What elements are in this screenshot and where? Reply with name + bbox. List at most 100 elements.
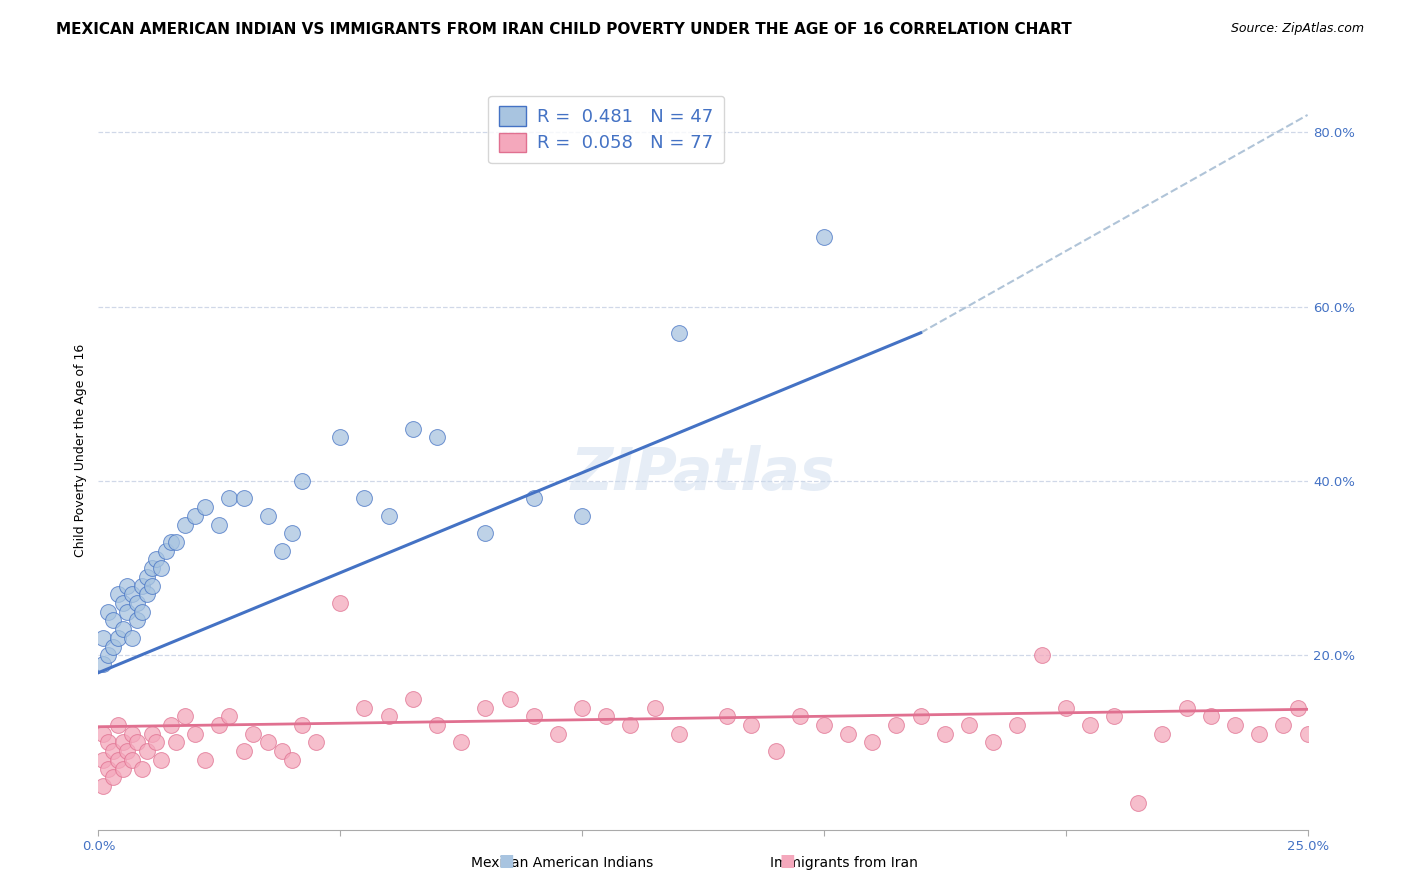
Point: [218, 491, 240, 506]
Point: [716, 709, 738, 723]
Point: [101, 770, 124, 784]
Point: [668, 727, 690, 741]
Point: [91, 753, 114, 767]
Point: [271, 744, 294, 758]
Point: [305, 735, 328, 749]
Point: [184, 727, 207, 741]
Point: [117, 578, 139, 592]
Point: [329, 430, 352, 444]
Point: [523, 491, 546, 506]
Point: [131, 762, 153, 776]
Point: [194, 500, 217, 515]
Point: [256, 735, 278, 749]
Point: [121, 631, 143, 645]
Y-axis label: Child Poverty Under the Age of 16: Child Poverty Under the Age of 16: [75, 343, 87, 558]
Point: [1128, 797, 1150, 811]
Point: [141, 561, 163, 575]
Point: [97, 735, 120, 749]
Point: [860, 735, 883, 749]
Point: [1078, 718, 1101, 732]
Legend: R =  0.481   N = 47, R =  0.058   N = 77: R = 0.481 N = 47, R = 0.058 N = 77: [488, 95, 724, 163]
Point: [121, 587, 143, 601]
Point: [571, 700, 593, 714]
Point: [111, 596, 134, 610]
Point: [281, 753, 304, 767]
Point: [135, 570, 157, 584]
Point: [111, 622, 134, 636]
Point: [474, 526, 496, 541]
Point: [377, 709, 399, 723]
Point: [740, 718, 762, 732]
Point: [135, 587, 157, 601]
Point: [271, 543, 294, 558]
Point: [813, 230, 835, 244]
Point: [97, 762, 120, 776]
Point: [97, 605, 120, 619]
Point: [402, 422, 425, 436]
Point: [101, 640, 124, 654]
Point: [91, 631, 114, 645]
Point: [619, 718, 641, 732]
Point: [218, 709, 240, 723]
Text: ■: ■: [779, 852, 796, 870]
Text: Source: ZipAtlas.com: Source: ZipAtlas.com: [1230, 22, 1364, 36]
Point: [101, 614, 124, 628]
Point: [150, 753, 173, 767]
Point: [1249, 727, 1271, 741]
Point: [107, 587, 129, 601]
Point: [353, 491, 375, 506]
Point: [426, 718, 449, 732]
Point: [813, 718, 835, 732]
Point: [141, 578, 163, 592]
Point: [145, 735, 167, 749]
Point: [141, 727, 163, 741]
Point: [117, 744, 139, 758]
Point: [107, 753, 129, 767]
Point: [91, 727, 114, 741]
Point: [474, 700, 496, 714]
Point: [1054, 700, 1077, 714]
Point: [91, 779, 114, 793]
Point: [242, 727, 264, 741]
Point: [498, 691, 520, 706]
Point: [208, 517, 231, 532]
Point: [789, 709, 811, 723]
Point: [837, 727, 859, 741]
Point: [644, 700, 666, 714]
Point: [232, 491, 254, 506]
Point: [450, 735, 472, 749]
Point: [281, 526, 304, 541]
Point: [668, 326, 690, 340]
Text: Immigrants from Iran: Immigrants from Iran: [769, 855, 918, 870]
Point: [353, 700, 375, 714]
Point: [957, 718, 980, 732]
Point: [117, 605, 139, 619]
Point: [571, 508, 593, 523]
Point: [377, 508, 399, 523]
Point: [155, 543, 177, 558]
Point: [184, 508, 207, 523]
Point: [595, 709, 617, 723]
Text: MEXICAN AMERICAN INDIAN VS IMMIGRANTS FROM IRAN CHILD POVERTY UNDER THE AGE OF 1: MEXICAN AMERICAN INDIAN VS IMMIGRANTS FR…: [56, 22, 1071, 37]
Point: [127, 614, 149, 628]
Point: [910, 709, 932, 723]
Point: [1031, 648, 1053, 663]
Point: [1175, 700, 1198, 714]
Point: [165, 735, 187, 749]
Point: [91, 657, 114, 671]
Text: ■: ■: [498, 852, 515, 870]
Point: [174, 517, 197, 532]
Point: [523, 709, 546, 723]
Point: [121, 727, 143, 741]
Point: [131, 605, 153, 619]
Point: [121, 753, 143, 767]
Point: [101, 744, 124, 758]
Point: [1306, 640, 1329, 654]
Point: [1286, 700, 1309, 714]
Point: [174, 709, 197, 723]
Point: [1152, 727, 1174, 741]
Point: [426, 430, 449, 444]
Point: [256, 508, 278, 523]
Point: [232, 744, 254, 758]
Point: [1296, 727, 1319, 741]
